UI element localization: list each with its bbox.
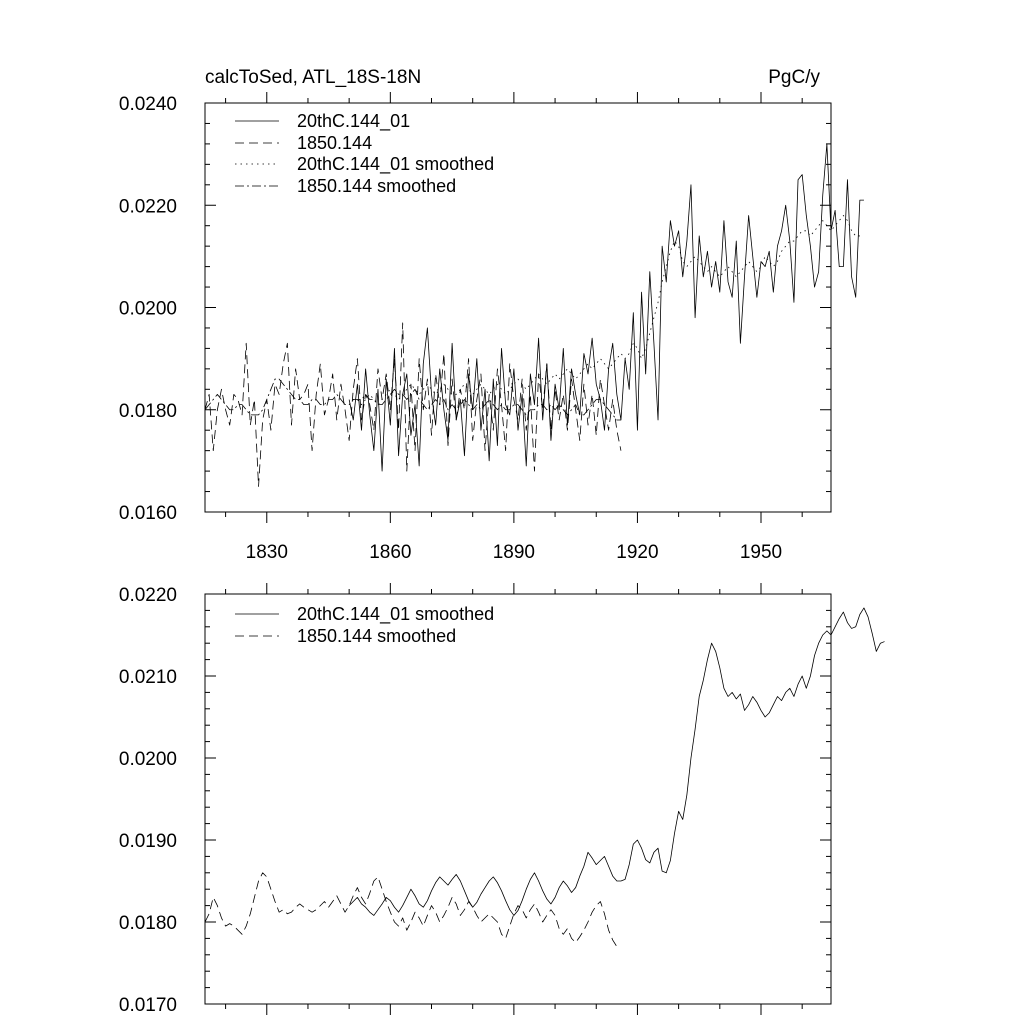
legend-label: 1850.144 smoothed (297, 626, 456, 646)
top-chart: calcToSed, ATL_18S-18N PgC/y 20thC.144_0… (119, 67, 864, 563)
series-line (348, 607, 885, 916)
y-tick-label: 0.0210 (119, 667, 177, 688)
x-tick-label: 1830 (246, 542, 288, 563)
y-tick-label: 0.0170 (119, 995, 177, 1016)
y-tick-label: 0.0200 (119, 299, 177, 320)
x-tick-label: 1920 (616, 542, 658, 563)
y-tick-label: 0.0160 (119, 503, 177, 524)
legend-label: 1850.144 smoothed (297, 176, 456, 196)
x-tick-label: 1950 (740, 542, 782, 563)
y-tick-label: 0.0220 (119, 585, 177, 606)
y-tick-label: 0.0180 (119, 913, 177, 934)
plot-frame (204, 593, 832, 1005)
series-line (204, 322, 622, 487)
x-tick-label: 1890 (493, 542, 535, 563)
legend-label: 20thC.144_01 smoothed (297, 154, 494, 175)
series-line (348, 143, 864, 472)
legend: 20thC.144_01 smoothed 1850.144 smoothed (235, 604, 494, 646)
chart-title: calcToSed, ATL_18S-18N (205, 67, 421, 88)
y-tick-label: 0.0240 (119, 94, 177, 115)
legend: 20thC.144_01 1850.144 20thC.144_01 smoot… (235, 111, 494, 196)
bottom-chart: 20thC.144_01 smoothed 1850.144 smoothed … (119, 583, 885, 1016)
legend-label: 20thC.144_01 (297, 111, 410, 132)
legend-label: 1850.144 (297, 133, 372, 153)
x-tick-label: 1860 (369, 542, 411, 563)
legend-label: 20thC.144_01 smoothed (297, 604, 494, 625)
series-line (348, 215, 860, 406)
series-line (204, 872, 618, 947)
chart-units: PgC/y (768, 67, 820, 88)
y-tick-label: 0.0220 (119, 196, 177, 217)
y-tick-label: 0.0200 (119, 749, 177, 770)
y-tick-label: 0.0190 (119, 831, 177, 852)
y-tick-label: 0.0180 (119, 401, 177, 422)
